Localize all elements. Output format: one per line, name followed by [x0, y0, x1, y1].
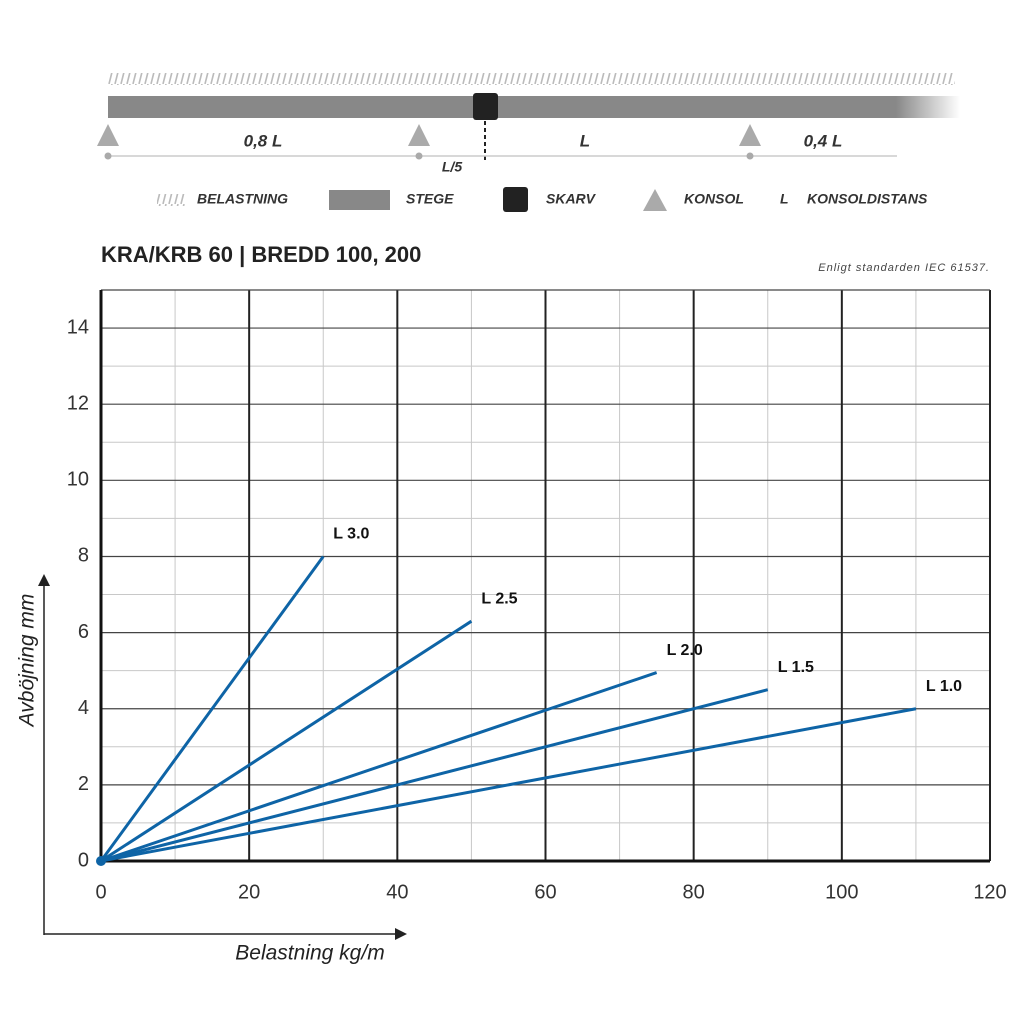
- y-tick-label: 10: [67, 469, 89, 491]
- span-diagram: 0,8 L L/5 L 0,4 L BELASTNING STEGE SKARV…: [97, 73, 960, 212]
- dim-dot: [415, 152, 423, 160]
- dim-dot: [104, 152, 112, 160]
- x-tick-label: 100: [825, 881, 858, 903]
- series-line: [100, 707, 917, 863]
- span-label: 0,8 L: [244, 131, 283, 150]
- ladder-beam: [108, 96, 900, 118]
- x-tick-label: 40: [386, 881, 408, 903]
- origin-dot: [96, 856, 106, 866]
- plot: 0 2 4 6 8 10 12 14 0 20 40 60 80 100 120 L 3.0 L 2.5 L 2.…: [67, 289, 1007, 903]
- splice: [473, 93, 498, 120]
- y-tick-label: 12: [67, 392, 89, 414]
- y-axis-title: Avböjning mm: [16, 594, 39, 729]
- dim-dot: [746, 152, 754, 160]
- legend-icon: [329, 190, 390, 210]
- series-label: L 1.0: [926, 678, 962, 695]
- legend-icon: [503, 187, 528, 212]
- y-tick-label: 2: [78, 773, 89, 795]
- x-tick-label: 60: [534, 881, 556, 903]
- supports: [97, 124, 761, 160]
- span-label: L/5: [442, 159, 462, 175]
- legend-icon: [157, 194, 185, 206]
- y-tick-label: 8: [78, 545, 89, 567]
- span-label: L: [580, 131, 590, 150]
- support: [97, 124, 119, 146]
- series-label: L 1.5: [778, 659, 814, 676]
- series-label: L 2.5: [481, 590, 517, 607]
- legend-label: BELASTNING: [197, 191, 288, 207]
- support: [408, 124, 430, 146]
- series-line: [100, 619, 473, 863]
- y-tick-label: 0: [78, 849, 89, 871]
- legend-icon: [643, 189, 667, 211]
- series-label: L 3.0: [333, 526, 369, 543]
- x-axis-title: Belastning kg/m: [235, 942, 384, 965]
- legend-label: STEGE: [406, 191, 454, 207]
- x-tick-label: 20: [238, 881, 260, 903]
- beam-fade: [896, 96, 960, 118]
- legend-label: KONSOLDISTANS: [807, 191, 928, 207]
- y-tick-label: 4: [78, 697, 89, 719]
- x-tick-label: 0: [95, 881, 106, 903]
- support: [739, 124, 761, 146]
- legend-label: SKARV: [546, 191, 597, 207]
- x-tick-label: 120: [973, 881, 1006, 903]
- series-line: [100, 671, 658, 863]
- series-label: L 2.0: [667, 642, 703, 659]
- y-tick-label: 6: [78, 621, 89, 643]
- legend-label: L: [780, 191, 789, 207]
- chart-subtitle: Enligt standarden IEC 61537.: [818, 262, 990, 274]
- y-arrow-head: [38, 574, 50, 586]
- x-arrow-head: [395, 928, 407, 940]
- chart-title: KRA/KRB 60 | BREDD 100, 200: [101, 242, 421, 267]
- series-line: [100, 688, 769, 863]
- x-tick-label: 80: [683, 881, 705, 903]
- load-hatch: [108, 73, 955, 85]
- series-line: [99, 555, 325, 862]
- y-tick-label: 14: [67, 316, 89, 338]
- legend-label: KONSOL: [684, 191, 744, 207]
- span-label: 0,4 L: [804, 131, 843, 150]
